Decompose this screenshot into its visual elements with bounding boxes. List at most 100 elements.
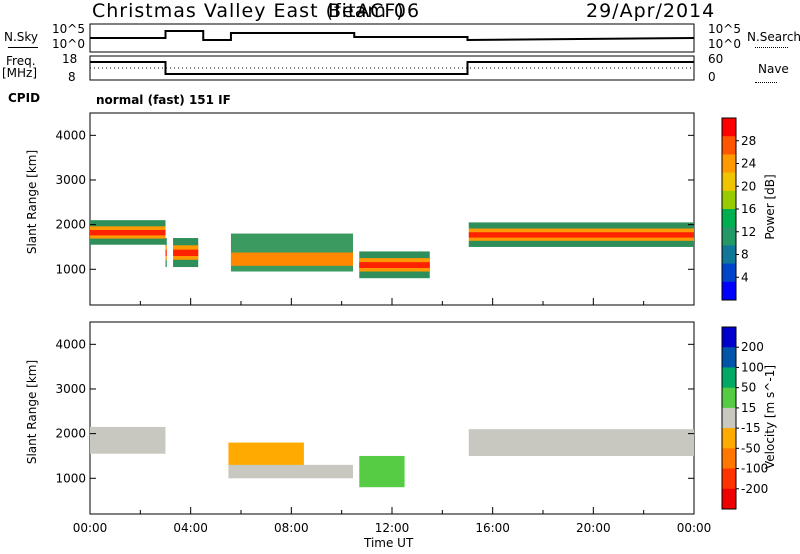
power-colorbar-label-2: 20 <box>741 179 756 193</box>
power-colorbar-seg-9 <box>722 281 736 301</box>
power-colorbar-seg-5 <box>722 209 736 228</box>
power-colorbar-seg-1 <box>722 136 736 155</box>
chart-title: Christmas Valley East (fitACF) <box>92 0 405 22</box>
velocity-colorbar-seg-0 <box>722 327 736 348</box>
velocity-colorbar-seg-5 <box>722 428 736 449</box>
power-ytick-label-3: 4000 <box>55 128 86 142</box>
nsky-tick-top: 10^5 <box>52 22 85 36</box>
power-colorbar-seg-8 <box>722 263 736 283</box>
power-band-core-3 <box>359 262 430 269</box>
nave-tick-top: 60 <box>708 52 724 66</box>
power-colorbar-seg-7 <box>722 245 736 265</box>
power-band-core-4 <box>467 232 694 238</box>
velocity-gap-4 <box>466 323 469 513</box>
velocity-gap-0 <box>166 323 174 513</box>
velocity-colorbar-label-6: -100 <box>741 462 768 476</box>
freq-label-bottom: [MHz] <box>2 66 38 80</box>
power-band-core-0 <box>90 229 166 236</box>
nsky-legend-line <box>8 47 38 48</box>
x-tick-label-2: 08:00 <box>274 521 309 535</box>
x-tick-label-4: 16:00 <box>475 521 510 535</box>
velocity-colorbar-seg-3 <box>722 387 736 409</box>
velocity-ytick-label-0: 1000 <box>55 471 86 485</box>
power-gap-2 <box>222 114 228 304</box>
power-ytick-label-2: 3000 <box>55 173 86 187</box>
velocity-colorbar-seg-2 <box>722 367 736 389</box>
velocity-band-2 <box>228 464 355 479</box>
velocity-band-0 <box>90 426 166 454</box>
x-axis-label: Time UT <box>364 536 414 550</box>
freq-label-top: Freq. <box>6 54 36 68</box>
power-colorbar-seg-2 <box>722 154 736 174</box>
velocity-colorbar-seg-7 <box>722 468 736 490</box>
x-tick-label-6: 00:00 <box>677 521 712 535</box>
power-colorbar-label-5: 8 <box>741 248 749 262</box>
velocity-colorbar-label-3: 15 <box>741 401 756 415</box>
date-label: 29/Apr/2014 <box>586 0 716 22</box>
cpid-label: CPID <box>8 91 41 105</box>
velocity-band-1 <box>228 442 304 468</box>
nave-label: Nave <box>758 62 789 76</box>
nsearch-label: N.Search <box>747 30 800 44</box>
power-colorbar-label-4: 12 <box>741 225 756 239</box>
x-tick-label-0: 00:00 <box>73 521 108 535</box>
nsearch-tick-top: 10^5 <box>708 22 741 36</box>
freq-tick-top: 18 <box>62 52 78 66</box>
velocity-gap-3 <box>352 323 357 513</box>
freq-tick-bottom: 8 <box>68 70 76 84</box>
velocity-colorbar-label-1: 100 <box>741 360 764 374</box>
nave-tick-bottom: 0 <box>708 70 716 84</box>
nsearch-legend-line <box>755 47 788 48</box>
power-colorbar-seg-4 <box>722 190 736 210</box>
velocity-colorbar-label-5: -50 <box>741 441 761 455</box>
power-colorbar-seg-6 <box>722 227 736 246</box>
power-colorbar-label: Power [dB] <box>763 174 777 240</box>
power-colorbar-seg-3 <box>722 172 736 192</box>
x-tick-label-1: 04:00 <box>173 521 208 535</box>
velocity-ytick-label-3: 4000 <box>55 337 86 351</box>
velocity-ytick-label-1: 2000 <box>55 427 86 441</box>
power-colorbar-label-6: 4 <box>741 270 749 284</box>
power-band-core-2 <box>230 252 355 266</box>
power-colorbar-label-1: 24 <box>741 157 756 171</box>
x-tick-label-3: 12:00 <box>375 521 410 535</box>
velocity-colorbar-seg-8 <box>722 488 736 510</box>
power-gap-0 <box>166 114 174 304</box>
beam-label: Beam 06 <box>328 0 421 22</box>
nave-legend-line <box>755 82 777 83</box>
velocity-colorbar-frame <box>721 326 737 510</box>
velocity-colorbar-label-0: 200 <box>741 340 764 354</box>
velocity-colorbar-label: Velocity [m s^-1] <box>763 364 777 470</box>
velocity-colorbar-label-4: -15 <box>741 421 761 435</box>
nsky-tick-bottom: 10^0 <box>52 37 85 51</box>
velocity-colorbar-label-2: 50 <box>741 381 756 395</box>
velocity-gap-1 <box>199 323 204 513</box>
velocity-colorbar-seg-6 <box>722 448 736 470</box>
freq-line <box>90 61 694 75</box>
velocity-colorbar-seg-4 <box>722 407 736 429</box>
nsky-label: N.Sky <box>4 30 39 44</box>
power-gap-4 <box>466 114 469 304</box>
nsearch-tick-bottom: 10^0 <box>708 37 741 51</box>
velocity-colorbar-label-7: -200 <box>741 482 768 496</box>
power-colorbar-label-3: 16 <box>741 202 756 216</box>
nsky-line <box>90 30 695 42</box>
velocity-gap-2 <box>222 323 228 513</box>
x-tick-label-5: 20:00 <box>576 521 611 535</box>
cpid-value: normal (fast) 151 IF <box>96 93 231 107</box>
velocity-colorbar-seg-1 <box>722 347 736 368</box>
velocity-ytick-label-2: 3000 <box>55 382 86 396</box>
velocity-band-4 <box>467 429 694 456</box>
power-colorbar-label-0: 28 <box>741 134 756 148</box>
power-ytick-label-1: 2000 <box>55 218 86 232</box>
power-gap-1 <box>199 114 204 304</box>
power-gap-3 <box>352 114 357 304</box>
power-band-core-1 <box>165 249 199 257</box>
power-ytick-label-0: 1000 <box>55 262 86 276</box>
power-colorbar-seg-0 <box>722 118 736 137</box>
velocity-band-3 <box>359 455 405 488</box>
velocity-panel-ylabel: Slant Range [km] <box>25 359 39 465</box>
power-panel-ylabel: Slant Range [km] <box>25 149 39 255</box>
freq-panel-frame <box>89 55 695 81</box>
